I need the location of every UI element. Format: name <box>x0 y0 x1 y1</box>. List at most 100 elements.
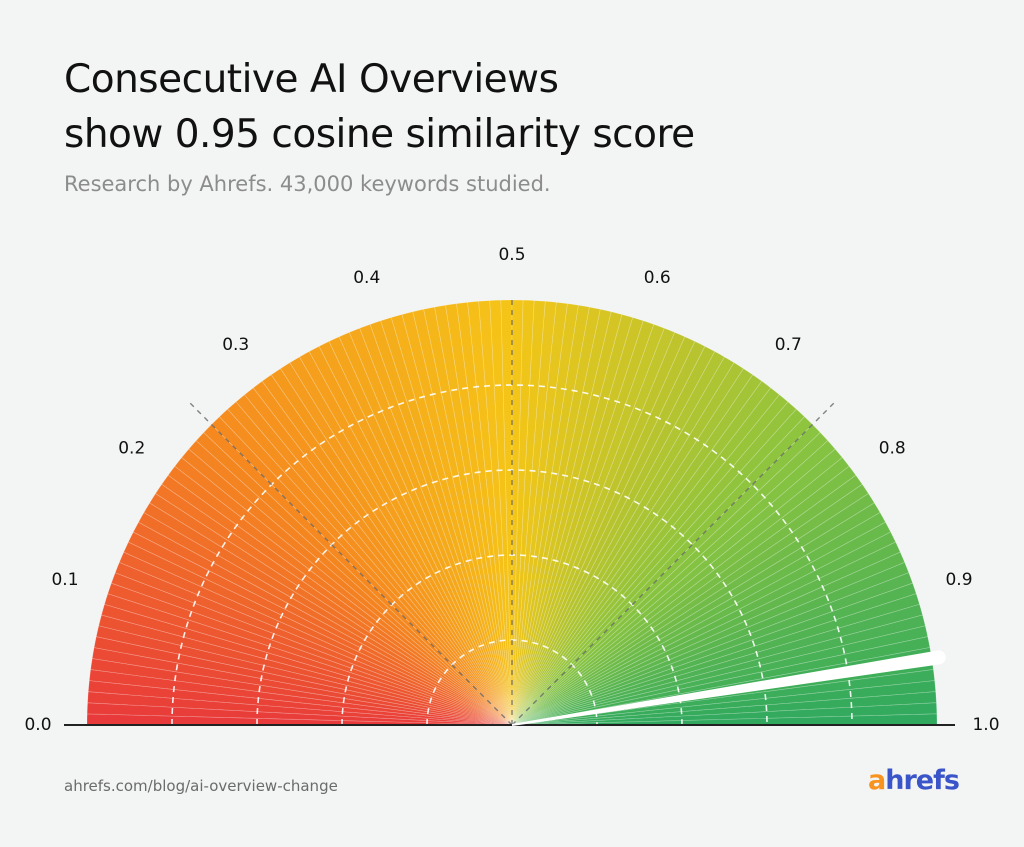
gauge-segment <box>511 572 914 726</box>
gauge-segment <box>101 603 513 726</box>
gauge-segment <box>511 317 644 726</box>
gauge-segment <box>359 323 513 726</box>
gauge-segment <box>511 465 857 726</box>
gauge-segment <box>114 561 513 726</box>
gauge-segment <box>123 541 513 726</box>
gauge-segment <box>511 304 590 726</box>
gauge-segment <box>188 440 513 726</box>
gauge-segment <box>467 300 513 726</box>
tick-label: 0.9 <box>945 570 972 590</box>
gauge-segment <box>511 327 676 726</box>
gauge-segment <box>511 512 886 726</box>
gauge-segment <box>511 387 780 726</box>
gauge-segment <box>456 301 513 726</box>
gauge-segment <box>511 448 843 726</box>
tick-label: 0.0 <box>24 715 51 735</box>
gauge-segment <box>244 387 513 726</box>
gauge-segment <box>434 304 513 726</box>
gauge-segment <box>132 521 513 726</box>
gauge-segment <box>227 401 513 726</box>
title-line-1: Consecutive AI Overviews <box>64 57 559 102</box>
gauge-segment <box>218 408 513 726</box>
gauge-segment <box>511 502 881 726</box>
gauge-segment <box>511 551 906 726</box>
gauge-segment <box>511 531 897 726</box>
gauge-segment <box>445 303 513 726</box>
gauge-segment <box>511 362 744 726</box>
gauge-segment <box>88 669 513 726</box>
gauge-segment <box>511 401 797 726</box>
tick-label: 0.6 <box>644 268 671 288</box>
gauge-segment <box>511 340 706 726</box>
gauge-segment <box>369 320 513 726</box>
gauge-segment <box>138 512 513 726</box>
gauge-segment <box>511 374 763 726</box>
gauge-segment <box>511 300 557 726</box>
source-link[interactable]: ahrefs.com/blog/ai-overview-change <box>64 777 338 795</box>
gauge-segment <box>86 702 513 726</box>
title-line-2: show 0.95 cosine similarity score <box>64 112 695 157</box>
gauge-segment <box>95 625 513 726</box>
gauge-segment <box>174 457 513 726</box>
gauge-segment <box>511 702 938 726</box>
tick-label: 0.5 <box>498 245 525 265</box>
gauge-segment <box>299 351 513 726</box>
gauge-segment <box>511 301 568 726</box>
gauge-segment <box>93 636 513 726</box>
gauge-segment <box>338 331 513 726</box>
gauge-segment <box>98 614 513 726</box>
gauge-segment <box>87 691 513 726</box>
gauge-segment <box>511 493 875 726</box>
gauge-segment <box>511 311 623 726</box>
gauge-segment <box>511 308 612 726</box>
gauge-segment <box>511 593 920 726</box>
gauge-needle-tip <box>931 650 946 665</box>
gauge-segment <box>143 502 513 726</box>
gauge-segment <box>390 314 513 726</box>
gauge-segment <box>380 317 513 726</box>
gauge-segment <box>308 345 513 726</box>
gauge-segment <box>127 531 513 726</box>
gauge-segment <box>511 380 772 726</box>
tick-label: 0.7 <box>775 335 802 355</box>
gauge-segment <box>118 551 513 726</box>
gauge-segment <box>511 431 829 726</box>
gauge-segment <box>511 603 923 726</box>
tick-label: 0.2 <box>118 439 145 459</box>
gauge-segment <box>511 440 836 726</box>
tick-label: 0.1 <box>51 570 78 590</box>
tick-label: 0.8 <box>879 439 906 459</box>
gauge-segment <box>511 331 686 726</box>
gauge-segment <box>478 300 513 726</box>
gauge-segment <box>511 625 929 726</box>
chart-subtitle: Research by Ahrefs. 43,000 keywords stud… <box>64 172 551 196</box>
tick-label: 0.3 <box>222 335 249 355</box>
gauge-segment <box>235 394 513 726</box>
gauge-segment <box>270 368 513 726</box>
gauge-segment <box>261 374 513 726</box>
gauge-segment <box>511 336 696 726</box>
gauge-segment <box>511 306 601 726</box>
gauge-segment <box>511 303 579 726</box>
gauge-segment <box>511 299 535 726</box>
gauge-segment <box>511 323 665 726</box>
gauge-segment <box>489 299 513 726</box>
gauge-segment <box>511 314 634 726</box>
gauge-segment <box>511 614 926 726</box>
gauge-segment <box>110 572 513 726</box>
gauge-segment <box>107 582 513 726</box>
gauge-segment <box>91 647 513 726</box>
gauge-segment <box>289 356 513 726</box>
gauge-segment <box>511 408 806 726</box>
gauge-needle <box>511 650 940 726</box>
gauge-segment <box>511 351 725 726</box>
gauge-segment <box>511 582 917 726</box>
ahrefs-logo: ahrefs <box>868 765 960 796</box>
gauge-segment <box>511 345 716 726</box>
gauge-segment <box>328 336 513 726</box>
gauge-segment <box>511 300 546 726</box>
tick-label: 0.4 <box>353 268 380 288</box>
gauge-segment <box>90 658 513 726</box>
gauge-segment <box>412 308 513 726</box>
